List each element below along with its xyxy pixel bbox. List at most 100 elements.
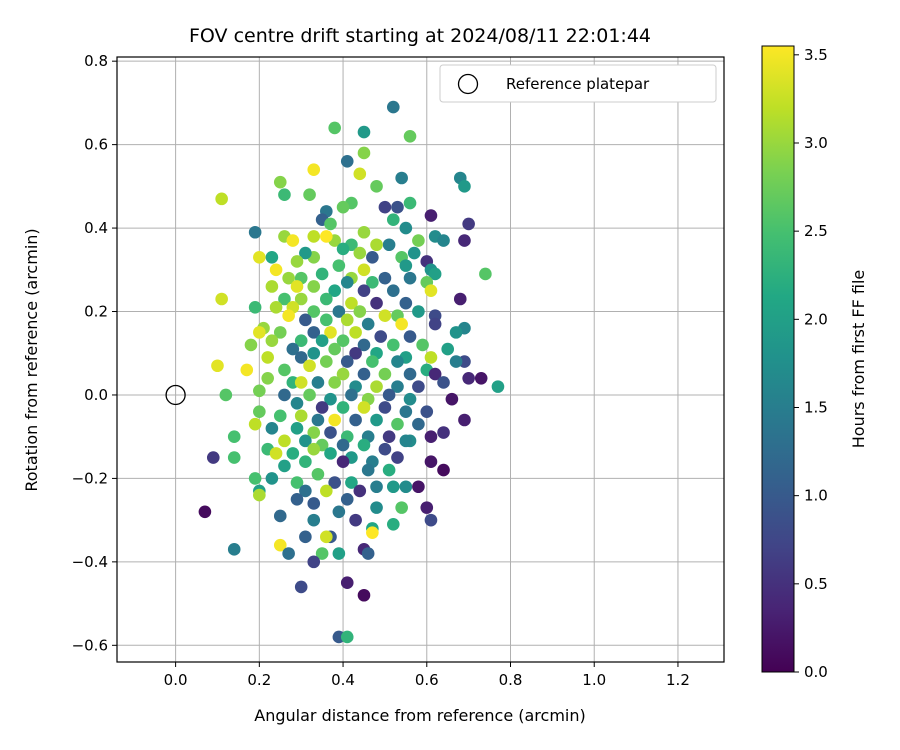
y-tick-label: −0.4 [72, 553, 108, 571]
scatter-point [253, 250, 266, 264]
scatter-point [332, 505, 346, 519]
scatter-point [340, 630, 354, 644]
scatter-point [479, 267, 492, 281]
scatter-point [474, 371, 488, 385]
scatter-point [320, 292, 333, 306]
scatter-point [357, 401, 371, 414]
scatter-point [378, 200, 392, 214]
scatter-point [391, 380, 404, 393]
scatter-point [399, 480, 413, 494]
scatter-point [353, 305, 367, 318]
scatter-point [290, 476, 304, 489]
scatter-point [378, 367, 392, 381]
scatter-point [320, 230, 333, 243]
scatter-point [403, 129, 417, 143]
colorbar-tick-label: 3.0 [804, 134, 828, 152]
scatter-point [424, 209, 438, 222]
scatter-point [366, 250, 379, 264]
scatter-point [382, 238, 396, 252]
scatter-point [307, 163, 321, 176]
scatter-point [428, 267, 442, 281]
scatter-point [412, 234, 425, 247]
scatter-point [382, 463, 396, 477]
x-tick-label: 0.6 [415, 671, 439, 689]
scatter-point [374, 330, 388, 343]
y-axis-label: Rotation from reference (arcmin) [22, 228, 41, 491]
scatter-point [303, 359, 316, 373]
scatter-point [307, 442, 321, 456]
scatter-point [303, 388, 316, 402]
scatter-point [282, 547, 295, 560]
scatter-point [332, 547, 346, 560]
scatter-point [273, 175, 287, 189]
scatter-point [286, 447, 300, 460]
scatter-point [445, 392, 459, 406]
scatter-point [303, 188, 316, 201]
scatter-point [340, 492, 354, 506]
scatter-point [311, 467, 325, 481]
scatter-point [462, 217, 475, 231]
scatter-point [412, 480, 425, 494]
scatter-point [290, 492, 304, 506]
scatter-point [357, 146, 371, 160]
gridlines [117, 57, 724, 662]
scatter-point [290, 422, 304, 435]
scatter-point [328, 413, 341, 427]
scatter-point [332, 305, 346, 318]
scatter-point [462, 371, 475, 385]
scatter-point [328, 342, 341, 356]
y-tick-label: 0.8 [84, 52, 108, 70]
colorbar-tick-label: 3.5 [804, 46, 828, 64]
scatter-point [253, 488, 266, 502]
scatter-point [357, 225, 371, 239]
x-axis-label: Angular distance from reference (arcmin) [254, 706, 585, 725]
scatter-point [299, 246, 312, 260]
scatter-point [391, 451, 404, 464]
scatter-point [253, 405, 266, 418]
scatter-point [416, 338, 429, 352]
scatter-point [340, 576, 354, 590]
scatter-point [399, 221, 413, 235]
scatter-point [424, 455, 438, 469]
scatter-point [391, 417, 404, 431]
scatter-point [307, 230, 321, 243]
x-axis-ticks: 0.0 0.2 0.4 0.6 0.8 1.0 1.2 [164, 662, 690, 689]
scatter-point [424, 351, 438, 364]
scatter-point [265, 280, 279, 293]
scatter-point [244, 338, 258, 352]
scatter-point [386, 100, 400, 114]
scatter-point [378, 442, 392, 456]
y-tick-label: −0.6 [72, 636, 108, 654]
scatter-point [361, 317, 375, 331]
scatter-point [282, 271, 295, 285]
scatter-point [366, 355, 379, 368]
scatter-point [386, 338, 400, 352]
scatter-point [265, 250, 279, 264]
scatter-point [345, 388, 358, 402]
scatter-point [290, 397, 304, 410]
scatter-point [253, 326, 266, 339]
scatter-point [273, 409, 287, 423]
scatter-point [357, 367, 371, 381]
y-tick-label: 0.2 [84, 303, 108, 321]
scatter-point [324, 392, 337, 406]
colorbar-tick-label: 1.0 [804, 487, 828, 505]
scatter-point [428, 367, 442, 381]
scatter-point [370, 180, 383, 193]
scatter-point [378, 309, 392, 322]
scatter-point [453, 292, 467, 306]
scatter-point [294, 409, 308, 423]
scatter-point [437, 376, 450, 389]
scatter-point [370, 238, 383, 252]
y-axis-ticks: −0.6 −0.4 −0.2 0.0 0.2 0.4 0.6 0.8 [72, 52, 117, 654]
legend-marker-icon [457, 73, 479, 95]
scatter-point [328, 476, 341, 489]
scatter-point [382, 430, 396, 443]
scatter-point [294, 580, 308, 594]
scatter-point [278, 459, 291, 473]
scatter-point [403, 392, 417, 406]
scatter-point [198, 505, 212, 519]
legend-entry-label: Reference platepar [506, 75, 650, 93]
scatter-point [227, 543, 241, 556]
